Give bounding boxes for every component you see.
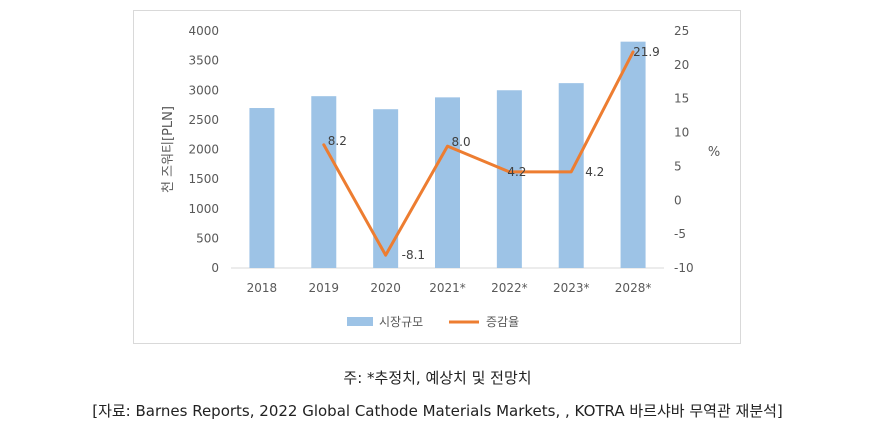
x-tick-label: 2020 — [370, 281, 401, 295]
y-tick-label: 2000 — [188, 143, 219, 157]
y2-tick-label: 20 — [674, 58, 689, 72]
line-data-label: 21.9 — [633, 45, 660, 59]
x-tick-label: 2019 — [309, 281, 340, 295]
y2-tick-label: -10 — [674, 261, 694, 275]
x-tick-label: 2018 — [247, 281, 278, 295]
line-data-label: 8.2 — [328, 134, 347, 148]
bar — [435, 97, 460, 268]
y-tick-label: 2500 — [188, 113, 219, 127]
y2-tick-label: 15 — [674, 92, 689, 106]
y-tick-label: 500 — [196, 231, 219, 245]
bar — [373, 109, 399, 269]
chart-note: 주: *추정치, 예상치 및 전망치 — [343, 369, 532, 387]
legend: 시장규모 증감율 — [347, 315, 519, 329]
source-citation: [자료: Barnes Reports, 2022 Global Cathode… — [92, 402, 783, 420]
line-data-labels: 8.2 -8.1 8.0 4.2 4.2 21.9 — [328, 45, 660, 262]
y-tick-label: 3000 — [188, 83, 219, 97]
x-axis-ticks: 2018 2019 2020 2021* 2022* 2023* 2028* — [247, 281, 652, 295]
y2-tick-label: 0 — [674, 193, 682, 207]
y-tick-label: 0 — [211, 261, 219, 275]
legend-bar-swatch — [347, 317, 373, 326]
y2-tick-label: 10 — [674, 126, 689, 140]
y2-tick-label: -5 — [674, 227, 686, 241]
left-axis-ticks: 0 500 1000 1500 2000 2500 3000 3500 4000 — [188, 24, 664, 275]
y-tick-label: 4000 — [188, 24, 219, 38]
y-tick-label: 1000 — [188, 202, 219, 216]
y2-axis-title: % — [708, 145, 720, 160]
growth-line — [322, 50, 635, 257]
y2-tick-label: 25 — [674, 24, 689, 38]
y-tick-label: 1500 — [188, 172, 219, 186]
bar — [496, 90, 522, 268]
bar-series — [249, 41, 646, 269]
line-data-label: -8.1 — [402, 248, 425, 262]
bar — [311, 96, 337, 268]
x-tick-label: 2022* — [491, 281, 528, 295]
line-series — [322, 50, 635, 257]
line-data-label: 4.2 — [585, 165, 604, 179]
line-data-label: 4.2 — [507, 165, 526, 179]
bar — [620, 41, 646, 268]
combo-chart: 0 500 1000 1500 2000 2500 3000 3500 4000 -10 -5 0 5… — [161, 24, 720, 329]
y-tick-label: 3500 — [188, 54, 219, 68]
bar — [558, 83, 584, 268]
y-axis-title: 천 즈워티[PLN] — [161, 106, 176, 193]
line-data-label: 8.0 — [452, 135, 471, 149]
x-tick-label: 2023* — [553, 281, 590, 295]
x-tick-label: 2028* — [615, 281, 652, 295]
legend-line-label: 증감율 — [486, 315, 519, 329]
bar — [249, 108, 275, 269]
right-axis-ticks: -10 -5 0 5 10 15 20 25 — [674, 24, 694, 275]
chart-frame: 0 500 1000 1500 2000 2500 3000 3500 4000 -10 -5 0 5… — [133, 10, 741, 344]
legend-bar-label: 시장규모 — [379, 315, 423, 329]
y2-tick-label: 5 — [674, 159, 682, 173]
x-tick-label: 2021* — [429, 281, 466, 295]
